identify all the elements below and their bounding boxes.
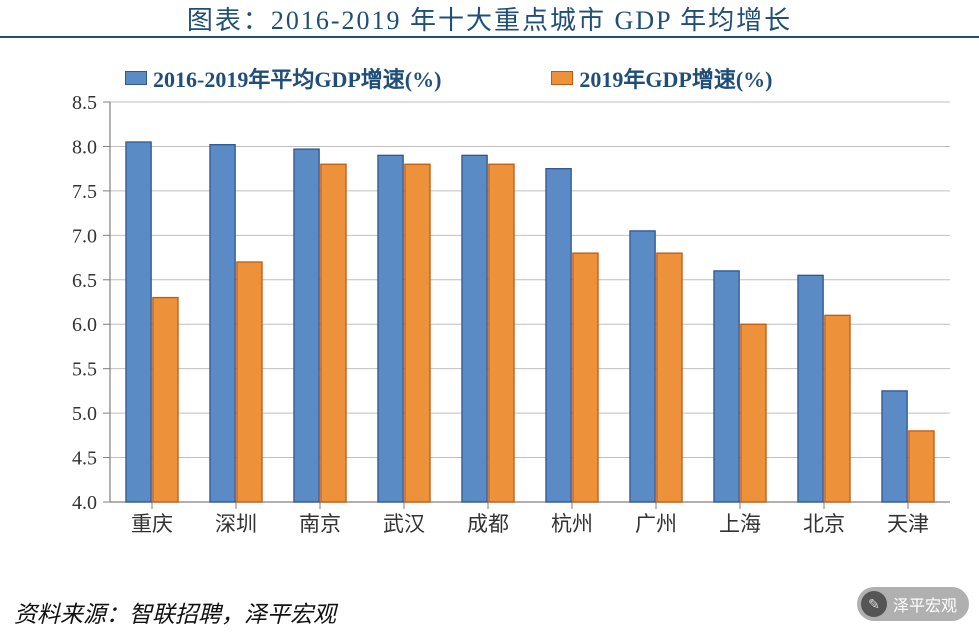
watermark: ✎ 泽平宏观 — [857, 587, 969, 621]
svg-text:4.0: 4.0 — [72, 492, 97, 514]
svg-text:武汉: 武汉 — [383, 512, 425, 536]
legend-item-2: 2019年GDP增速(%) — [551, 62, 772, 94]
plot-svg: 4.0 4.5 5.0 5.5 6.0 6.5 7.0 7.5 8.0 8.5 重庆 深圳 南京 武汉 成都… — [60, 96, 960, 536]
svg-text:7.5: 7.5 — [72, 181, 97, 203]
svg-text:4.5: 4.5 — [72, 448, 97, 470]
svg-text:上海: 上海 — [719, 512, 761, 536]
legend-swatch-1 — [125, 71, 147, 85]
svg-text:重庆: 重庆 — [131, 512, 173, 536]
legend-label-1: 2016-2019年平均GDP增速(%) — [153, 62, 441, 94]
source-label: 资料来源：智联招聘，泽平宏观 — [14, 595, 336, 629]
svg-text:5.0: 5.0 — [72, 403, 97, 425]
legend-label-2: 2019年GDP增速(%) — [579, 62, 772, 94]
svg-text:6.5: 6.5 — [72, 270, 97, 292]
legend-item-1: 2016-2019年平均GDP增速(%) — [125, 62, 441, 94]
svg-text:7.0: 7.0 — [72, 225, 97, 247]
svg-text:成都: 成都 — [467, 512, 509, 536]
chart-area: 2016-2019年平均GDP增速(%) 2019年GDP增速(%) 4.04.… — [60, 60, 960, 570]
svg-text:5.5: 5.5 — [72, 359, 97, 381]
container: 图表：2016-2019 年十大重点城市 GDP 年均增长 2016-2019年… — [0, 0, 979, 635]
svg-text:南京: 南京 — [299, 512, 341, 536]
watermark-text: 泽平宏观 — [893, 592, 957, 616]
watermark-avatar-icon: ✎ — [861, 591, 887, 617]
legend-swatch-2 — [551, 71, 573, 85]
svg-text:北京: 北京 — [803, 512, 845, 536]
svg-text:6.0: 6.0 — [72, 314, 97, 336]
svg-text:8.5: 8.5 — [72, 96, 97, 114]
svg-text:8.0: 8.0 — [72, 136, 97, 158]
legend: 2016-2019年平均GDP增速(%) 2019年GDP增速(%) — [125, 60, 950, 96]
svg-text:杭州: 杭州 — [551, 512, 593, 536]
svg-text:深圳: 深圳 — [215, 512, 257, 536]
title-row: 图表：2016-2019 年十大重点城市 GDP 年均增长 — [0, 0, 979, 38]
chart-title: 图表：2016-2019 年十大重点城市 GDP 年均增长 — [187, 0, 792, 37]
svg-text:天津: 天津 — [887, 512, 929, 536]
svg-text:广州: 广州 — [635, 512, 677, 536]
